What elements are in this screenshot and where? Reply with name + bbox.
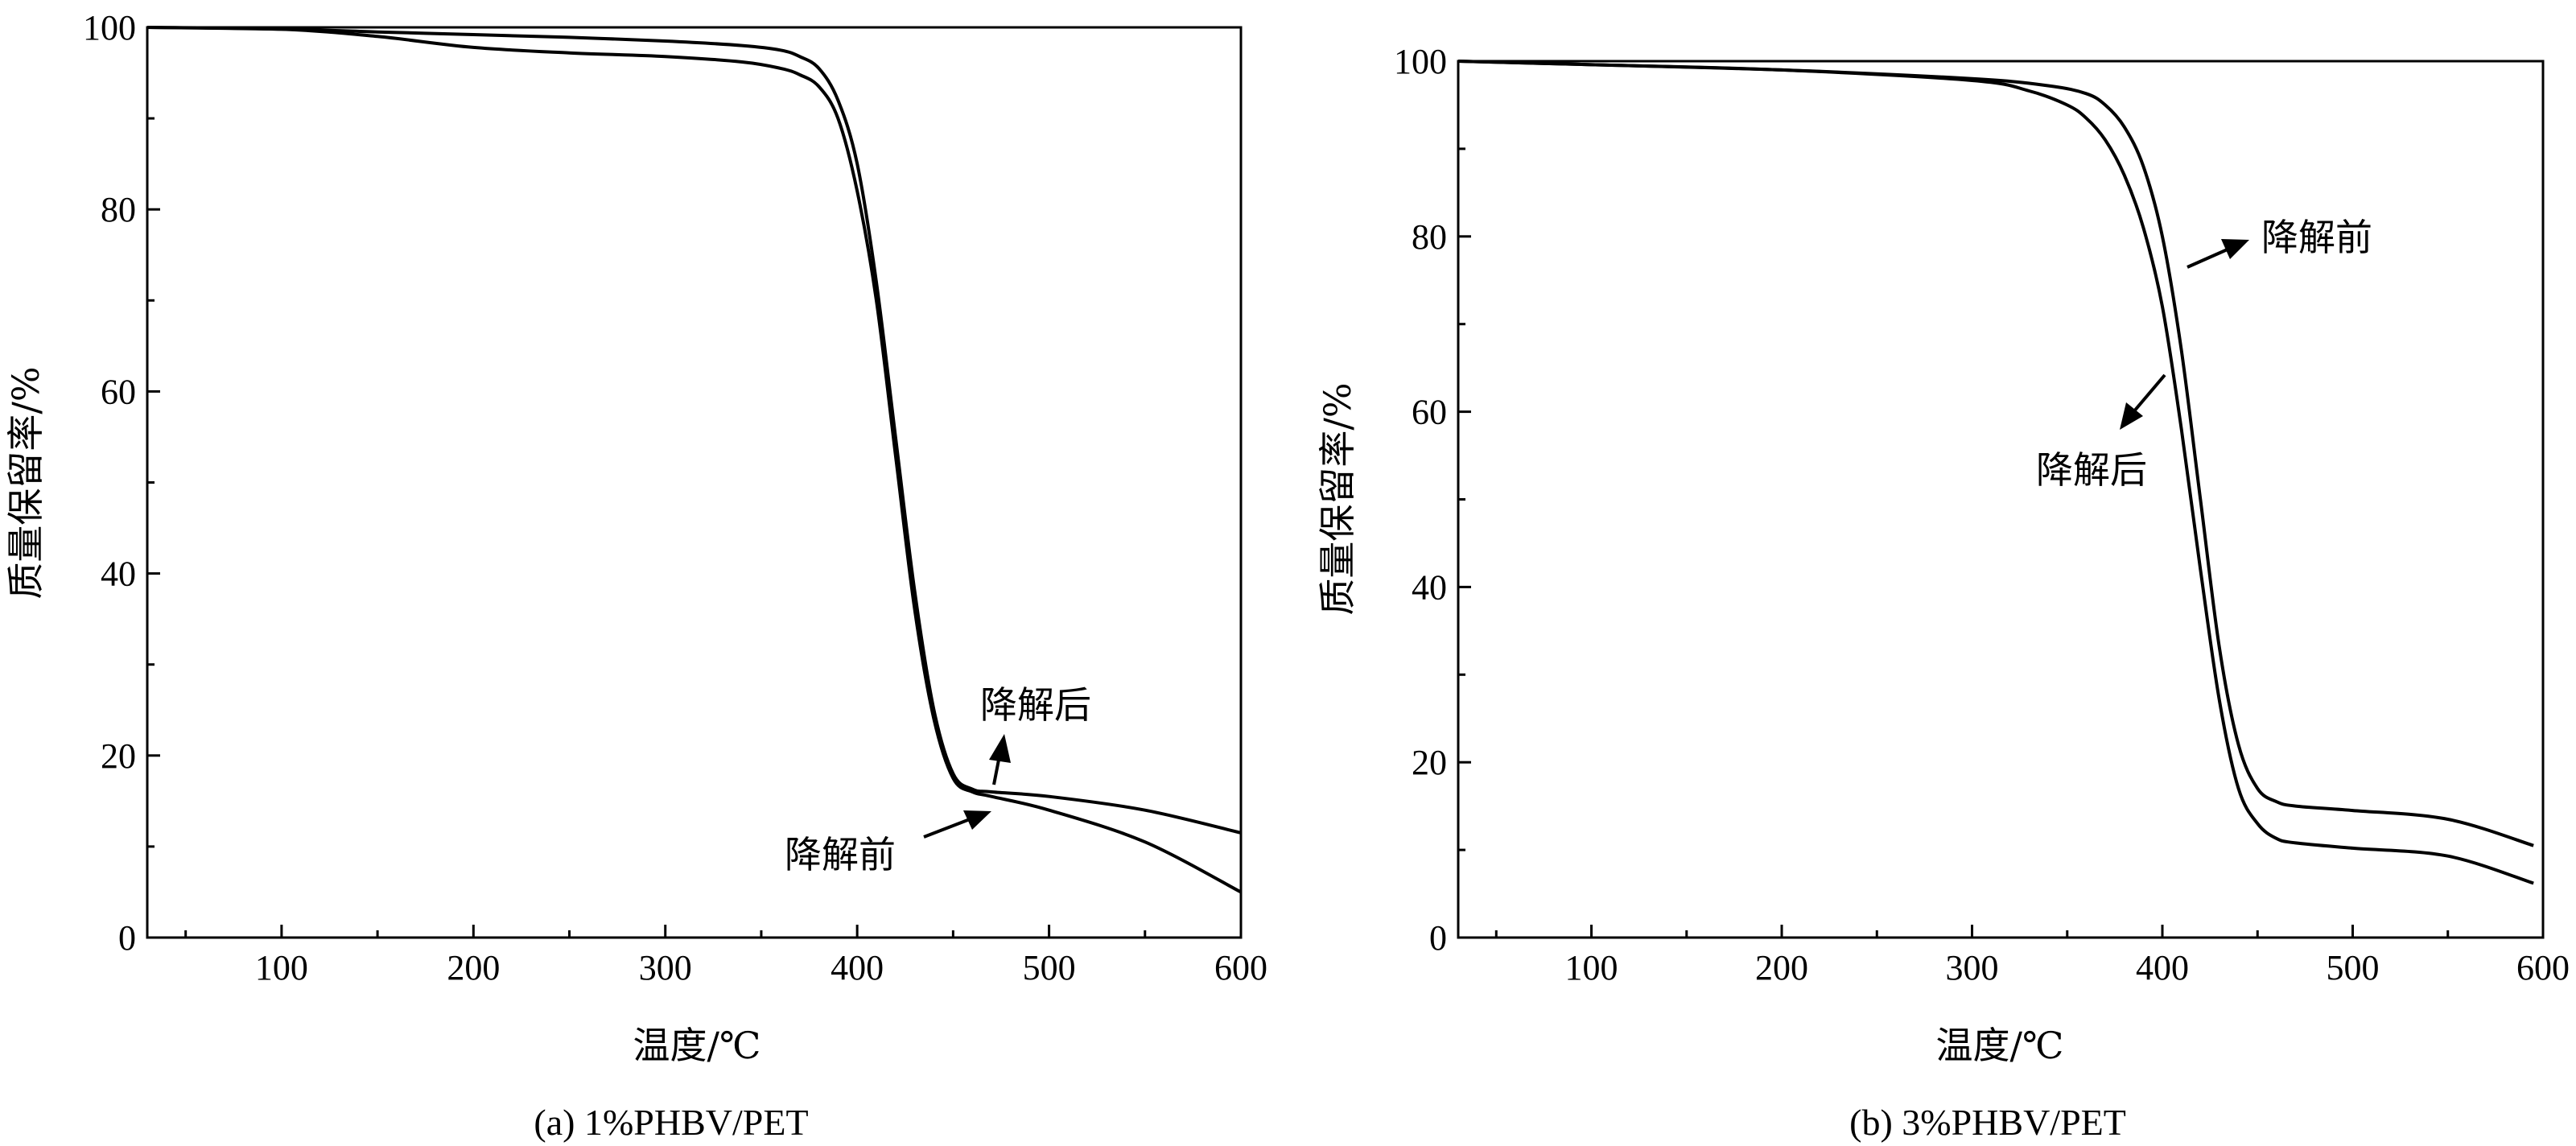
plot-frame-b <box>1457 60 2545 939</box>
x-tick-label-b: 200 <box>1755 948 1808 987</box>
y-tick-label-b: 100 <box>1394 42 1447 81</box>
x-tick-label-b: 400 <box>2136 948 2189 987</box>
y-tick-label-a: 0 <box>118 918 136 958</box>
x-axis-title-a: 温度/℃ <box>633 1024 761 1067</box>
x-tick-label-a: 300 <box>639 948 692 987</box>
x-tick-label-b: 600 <box>2516 948 2570 987</box>
annotation-before-degradation-b: 降解前 <box>2261 216 2372 259</box>
x-tick-label-a: 200 <box>447 948 500 987</box>
y-axis-title-b: 质量保留率/% <box>1316 382 1359 615</box>
x-tick-label-a: 100 <box>255 948 308 987</box>
series-line-b-0 <box>1457 60 2534 847</box>
x-tick-label-b: 100 <box>1565 948 1618 987</box>
y-tick-label-b: 40 <box>1412 567 1447 607</box>
y-tick-label-a: 40 <box>101 554 136 594</box>
arrow-before-degradation-b <box>2187 239 2249 269</box>
y-tick-label-b: 20 <box>1412 743 1447 782</box>
series-line-a-1 <box>146 26 1242 894</box>
y-tick-label-a: 20 <box>101 736 136 776</box>
arrow-before-degradation-a <box>923 810 991 839</box>
chart-panel-a: 100 200 300 400 500 600 0 20 40 60 80 100 降解后 降解前 温… <box>4 8 1267 1143</box>
axis-ticks-a: 100 200 300 400 500 600 0 20 40 60 80 100 <box>83 8 1267 987</box>
arrow-after-degradation-a <box>989 734 1011 785</box>
chart-panel-b: 100 200 300 400 500 600 0 20 40 60 80 100 降解前 降解后 温… <box>1316 42 2570 1143</box>
caption-a: (a) 1%PHBV/PET <box>534 1102 808 1143</box>
y-tick-label-a: 60 <box>101 372 136 411</box>
annotation-after-degradation-a: 降解后 <box>980 683 1091 727</box>
y-tick-label-b: 60 <box>1412 393 1447 432</box>
y-tick-label-b: 0 <box>1429 918 1447 958</box>
x-tick-label-b: 500 <box>2327 948 2380 987</box>
series-lines-a <box>146 26 1242 894</box>
y-tick-label-a: 100 <box>83 8 136 47</box>
x-tick-label-a: 400 <box>831 948 884 987</box>
x-tick-label-a: 500 <box>1023 948 1076 987</box>
y-tick-label-b: 80 <box>1412 217 1447 257</box>
x-tick-label-a: 600 <box>1214 948 1267 987</box>
annotation-after-degradation-b: 降解后 <box>2036 448 2147 492</box>
annotation-before-degradation-a: 降解前 <box>785 833 896 876</box>
caption-b: (b) 3%PHBV/PET <box>1849 1102 2126 1143</box>
series-lines-b <box>1457 60 2534 885</box>
y-tick-label-a: 80 <box>101 190 136 229</box>
arrow-after-degradation-b <box>2120 373 2166 430</box>
series-line-b-1 <box>1457 60 2534 885</box>
x-axis-title-b: 温度/℃ <box>1936 1024 2064 1067</box>
y-axis-title-a: 质量保留率/% <box>4 366 47 599</box>
x-tick-label-b: 300 <box>1946 948 1999 987</box>
axis-ticks-b: 100 200 300 400 500 600 0 20 40 60 80 100 <box>1394 42 2570 987</box>
series-line-a-0 <box>146 26 1242 835</box>
